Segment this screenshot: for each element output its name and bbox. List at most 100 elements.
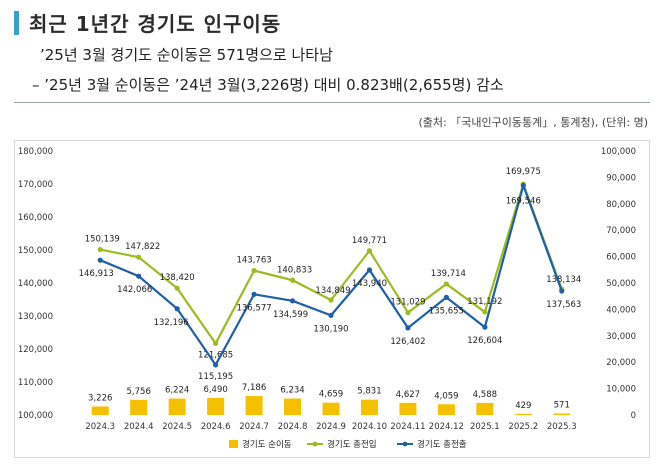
left-axis-tick: 150,000 [18,246,53,256]
total-out-migration-point [289,298,296,304]
total-in-migration-data-label: 149,771 [352,236,387,246]
total-in-migration-point [251,267,257,274]
left-axis-tick: 120,000 [18,345,53,355]
total-in-migration-point [366,248,373,254]
total-in-migration-data-label: 143,763 [236,256,271,266]
net-migration-bar [514,413,532,415]
total-in-migration-point [136,254,142,260]
x-axis-tick: 2025.2 [508,422,538,432]
total-in-migration-point [405,310,411,316]
bar-data-label: 4,059 [434,391,458,401]
net-migration-bar [399,402,417,415]
total-out-migration-data-label: 126,604 [467,336,502,346]
net-migration-bar [284,398,302,415]
total-in-migration-data-label: 121,685 [198,350,233,360]
legend-marker-out [402,441,408,447]
x-axis-tick: 2024.6 [201,422,231,432]
net-migration-bar [207,397,225,415]
total-out-migration-data-label: 146,913 [79,269,114,279]
left-axis-tick: 180,000 [18,147,53,157]
bar-data-label: 6,224 [165,386,189,396]
total-out-migration-point [251,291,257,297]
legend-swatch-net [229,440,238,448]
total-out-migration-data-label: 132,196 [154,318,189,328]
total-out-migration-point [328,312,334,318]
right-axis-tick: 50,000 [606,279,636,289]
total-out-migration-data-label: 169,546 [506,196,541,206]
legend-label-in: 경기도 총전입 [327,439,377,450]
page-title: 최근 1년간 경기도 인구이동 [29,12,282,36]
total-in-migration-data-label: 131,029 [390,298,425,308]
total-in-migration-point [328,297,334,303]
divider [14,102,650,103]
total-out-migration-data-label: 126,402 [390,337,425,347]
right-axis-tick: 100,000 [601,147,636,157]
net-migration-bar [91,406,109,415]
left-axis-tick: 100,000 [18,411,53,421]
right-axis-tick: 70,000 [606,226,636,236]
accent-bar [14,10,19,35]
total-out-migration-data-label: 142,066 [117,285,152,295]
bar-data-label: 7,186 [242,383,266,393]
legend-label-out: 경기도 총전출 [417,439,467,450]
chart-frame: 100,000 110,000 120,000 130,000 140,000 150,0… [14,140,650,458]
x-axis-tick: 2024.4 [124,422,154,432]
x-axis-tick: 2024.12 [429,422,464,432]
bar-data-label: 5,756 [127,387,151,397]
right-axis-tick: 0 [631,411,636,421]
bar-data-label: 429 [515,401,531,411]
x-axis-tick: 2024.11 [390,422,425,432]
bar-data-label: 4,588 [473,390,497,400]
summary-line-1: ’25년 3월 경기도 순이동은 571명으로 나타남 [40,46,333,64]
bar-data-label: 4,659 [319,390,343,400]
bar-data-label: 6,490 [203,385,227,395]
total-in-migration-data-label: 131,192 [467,297,502,307]
total-out-migration-point [97,257,103,263]
total-out-migration-data-label: 143,940 [352,279,387,289]
total-in-migration-point [174,285,180,291]
x-axis-tick: 2024.8 [278,422,308,432]
legend-label-net: 경기도 순이동 [242,439,292,450]
bar-data-label: 3,226 [88,393,112,403]
right-axis-tick: 20,000 [606,358,636,368]
total-in-migration-data-label: 138,420 [160,273,195,283]
bar-data-label: 4,627 [396,390,420,400]
total-out-migration-data-label: 130,190 [313,324,348,334]
right-axis-tick: 10,000 [606,385,636,395]
x-axis-tick: 2025.3 [547,422,577,432]
bar-data-label: 5,831 [357,387,381,397]
total-out-migration-data-label: 115,195 [198,372,233,382]
x-axis-tick: 2024.9 [316,422,346,432]
net-migration-bar [130,399,148,415]
total-in-migration-data-label: 138,134 [546,275,581,285]
x-axis-tick: 2024.5 [162,422,192,432]
total-out-migration-data-label: 135,655 [429,306,464,316]
right-axis-tick: 60,000 [606,253,636,263]
total-in-migration-point [443,281,449,287]
x-axis-tick: 2025.1 [470,422,500,432]
total-out-migration-point [405,325,411,331]
right-axis-tick: 30,000 [606,332,636,342]
total-out-migration-point [482,324,488,330]
total-in-migration-data-label: 150,139 [85,235,120,245]
total-out-migration-point [520,182,526,189]
net-migration-bar [360,399,378,415]
chart-canvas: 100,000 110,000 120,000 130,000 140,000 150,0… [18,147,636,450]
total-out-migration-point [443,294,449,300]
left-axis-tick: 110,000 [18,378,53,388]
net-migration-bar [168,398,186,415]
net-migration-bar [553,413,571,415]
total-in-migration-point [213,340,219,347]
right-axis-tick: 40,000 [606,305,636,315]
x-axis-tick: 2024.10 [352,422,387,432]
total-out-migration-data-label: 137,563 [546,300,581,310]
header: 최근 1년간 경기도 인구이동 [14,8,281,37]
total-out-migration-data-label: 134,599 [273,310,308,320]
total-out-migration-point [559,288,565,294]
left-axis-tick: 170,000 [18,180,53,190]
bar-data-label: 6,234 [280,386,304,396]
total-out-migration-point [213,362,219,368]
right-axis-tick: 90,000 [606,173,636,183]
bar-data-label: 571 [554,400,570,410]
left-axis-tick: 130,000 [18,312,53,322]
